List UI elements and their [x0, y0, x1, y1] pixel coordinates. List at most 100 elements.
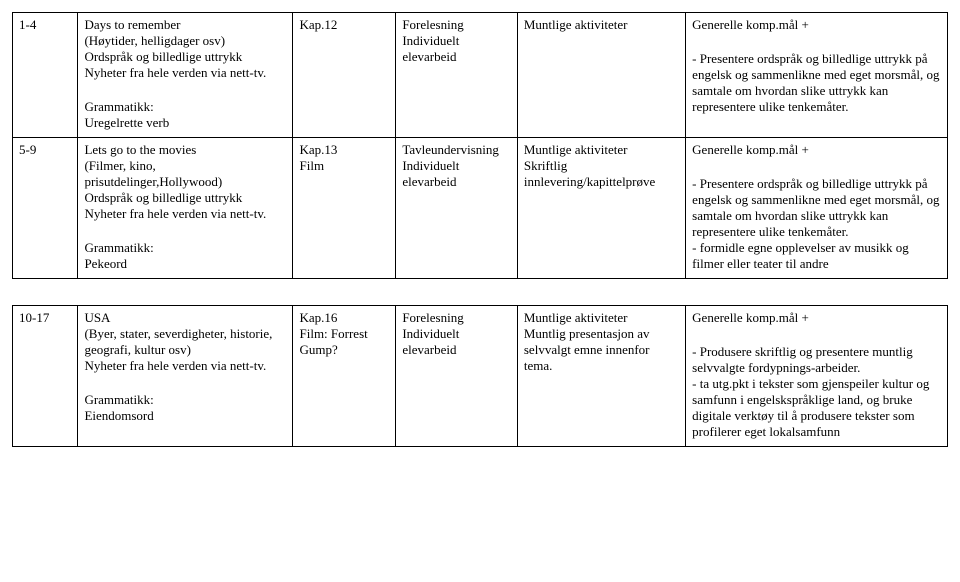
text-line: Lets go to the movies	[84, 142, 286, 158]
table-row: 10-17 USA(Byer, stater, severdigheter, hi…	[13, 306, 948, 447]
cell-c4: Muntlige aktiviteter	[517, 13, 685, 138]
text-segment: Muntlige aktiviteterSkriftlig innleverin…	[524, 142, 679, 190]
table-row: 5-9 Lets go to the movies(Filmer, kino, p…	[13, 138, 948, 279]
text-segment: Lets go to the movies(Filmer, kino, pris…	[84, 142, 286, 238]
text-line: 1-4	[19, 17, 71, 33]
cell-c0: 5-9	[13, 138, 78, 279]
blank-line	[84, 374, 286, 390]
text-line: Generelle komp.mål +	[692, 310, 941, 326]
text-line: - Presentere ordspråk og billedlige uttr…	[692, 51, 941, 115]
cell-c5: Generelle komp.mål + - Presentere ordspr…	[686, 13, 948, 138]
text-line: - Presentere ordspråk og billedlige uttr…	[692, 176, 941, 240]
text-line: Uregelrette verb	[84, 115, 286, 131]
text-segment: - Presentere ordspråk og billedlige uttr…	[692, 51, 941, 115]
text-segment: 10-17	[19, 310, 71, 326]
cell-c5: Generelle komp.mål + - Produsere skriftl…	[686, 306, 948, 447]
text-line: Pekeord	[84, 256, 286, 272]
text-line: Eiendomsord	[84, 408, 286, 424]
cell-c1: Lets go to the movies(Filmer, kino, pris…	[78, 138, 293, 279]
text-segment: Grammatikk:Pekeord	[84, 240, 286, 272]
blank-line	[84, 81, 286, 97]
text-segment: Kap.12	[299, 17, 389, 33]
cell-c1: Days to remember(Høytider, helligdager o…	[78, 13, 293, 138]
text-line: Muntlige aktiviteter	[524, 310, 679, 326]
text-line: Ordspråk og billedlige uttrykk	[84, 49, 286, 65]
blank-line	[692, 326, 941, 342]
text-segment: Generelle komp.mål +	[692, 17, 941, 49]
spacer-cell	[293, 279, 396, 306]
text-line: Film: Forrest Gump?	[299, 326, 389, 358]
blank-line	[692, 33, 941, 49]
text-line: Generelle komp.mål +	[692, 17, 941, 33]
cell-c2: Kap.16Film: Forrest Gump?	[293, 306, 396, 447]
text-line: (Høytider, helligdager osv)	[84, 33, 286, 49]
text-segment: Kap.13Film	[299, 142, 389, 174]
text-segment: 5-9	[19, 142, 71, 158]
text-line: Forelesning	[402, 17, 511, 33]
spacer-cell	[78, 279, 293, 306]
text-line: Ordspråk og billedlige uttrykk	[84, 190, 286, 206]
text-line: Grammatikk:	[84, 392, 286, 408]
text-line: Grammatikk:	[84, 240, 286, 256]
text-segment: Muntlige aktiviteter	[524, 17, 679, 33]
cell-c4: Muntlige aktiviteterMuntlig presentasjon…	[517, 306, 685, 447]
text-line: - formidle egne opplevelser av musikk og…	[692, 240, 941, 272]
text-line: Nyheter fra hele verden via nett-tv.	[84, 65, 286, 81]
text-segment: - Produsere skriftlig og presentere munt…	[692, 344, 941, 440]
text-line: 10-17	[19, 310, 71, 326]
text-line: Individuelt elevarbeid	[402, 33, 511, 65]
text-segment: 1-4	[19, 17, 71, 33]
spacer-cell	[396, 279, 518, 306]
text-line: (Filmer, kino, prisutdelinger,Hollywood)	[84, 158, 286, 190]
cell-c4: Muntlige aktiviteterSkriftlig innleverin…	[517, 138, 685, 279]
text-line: Forelesning	[402, 310, 511, 326]
text-segment: Muntlige aktiviteterMuntlig presentasjon…	[524, 310, 679, 374]
text-line: USA	[84, 310, 286, 326]
text-line: Muntlige aktiviteter	[524, 142, 679, 158]
text-line: - Produsere skriftlig og presentere munt…	[692, 344, 941, 376]
text-segment: Generelle komp.mål +	[692, 142, 941, 174]
text-line: Individuelt elevarbeid	[402, 158, 511, 190]
text-segment: Grammatikk:Uregelrette verb	[84, 99, 286, 131]
text-line: - ta utg.pkt i tekster som gjenspeiler k…	[692, 376, 941, 440]
plan-table: 1-4 Days to remember(Høytider, helligdage…	[12, 12, 948, 447]
text-line: Skriftlig innlevering/kapittelprøve	[524, 158, 679, 190]
spacer-row	[13, 279, 948, 306]
text-line: Grammatikk:	[84, 99, 286, 115]
cell-c2: Kap.13Film	[293, 138, 396, 279]
cell-c3: ForelesningIndividuelt elevarbeid	[396, 306, 518, 447]
cell-c0: 10-17	[13, 306, 78, 447]
text-segment: Kap.16Film: Forrest Gump?	[299, 310, 389, 358]
text-line: Generelle komp.mål +	[692, 142, 941, 158]
text-line: 5-9	[19, 142, 71, 158]
text-segment: TavleundervisningIndividuelt elevarbeid	[402, 142, 511, 190]
text-segment: Generelle komp.mål +	[692, 310, 941, 342]
text-line: Muntlig presentasjon av selvvalgt emne i…	[524, 326, 679, 374]
text-line: Individuelt elevarbeid	[402, 326, 511, 358]
text-segment: Grammatikk:Eiendomsord	[84, 392, 286, 424]
text-line: Tavleundervisning	[402, 142, 511, 158]
cell-c2: Kap.12	[293, 13, 396, 138]
cell-c3: TavleundervisningIndividuelt elevarbeid	[396, 138, 518, 279]
text-line: Nyheter fra hele verden via nett-tv.	[84, 206, 286, 222]
text-segment: USA(Byer, stater, severdigheter, histori…	[84, 310, 286, 390]
text-line: Kap.12	[299, 17, 389, 33]
blank-line	[692, 158, 941, 174]
cell-c1: USA(Byer, stater, severdigheter, histori…	[78, 306, 293, 447]
blank-line	[84, 222, 286, 238]
spacer-cell	[13, 279, 78, 306]
text-line: Days to remember	[84, 17, 286, 33]
text-segment: - Presentere ordspråk og billedlige uttr…	[692, 176, 941, 272]
spacer-cell	[686, 279, 948, 306]
spacer-cell	[517, 279, 685, 306]
text-line: Film	[299, 158, 389, 174]
text-line: Nyheter fra hele verden via nett-tv.	[84, 358, 286, 374]
text-line: Kap.13	[299, 142, 389, 158]
text-segment: ForelesningIndividuelt elevarbeid	[402, 17, 511, 65]
text-segment: Days to remember(Høytider, helligdager o…	[84, 17, 286, 97]
table-row: 1-4 Days to remember(Høytider, helligdage…	[13, 13, 948, 138]
text-line: Kap.16	[299, 310, 389, 326]
text-segment: ForelesningIndividuelt elevarbeid	[402, 310, 511, 358]
cell-c0: 1-4	[13, 13, 78, 138]
text-line: Muntlige aktiviteter	[524, 17, 679, 33]
